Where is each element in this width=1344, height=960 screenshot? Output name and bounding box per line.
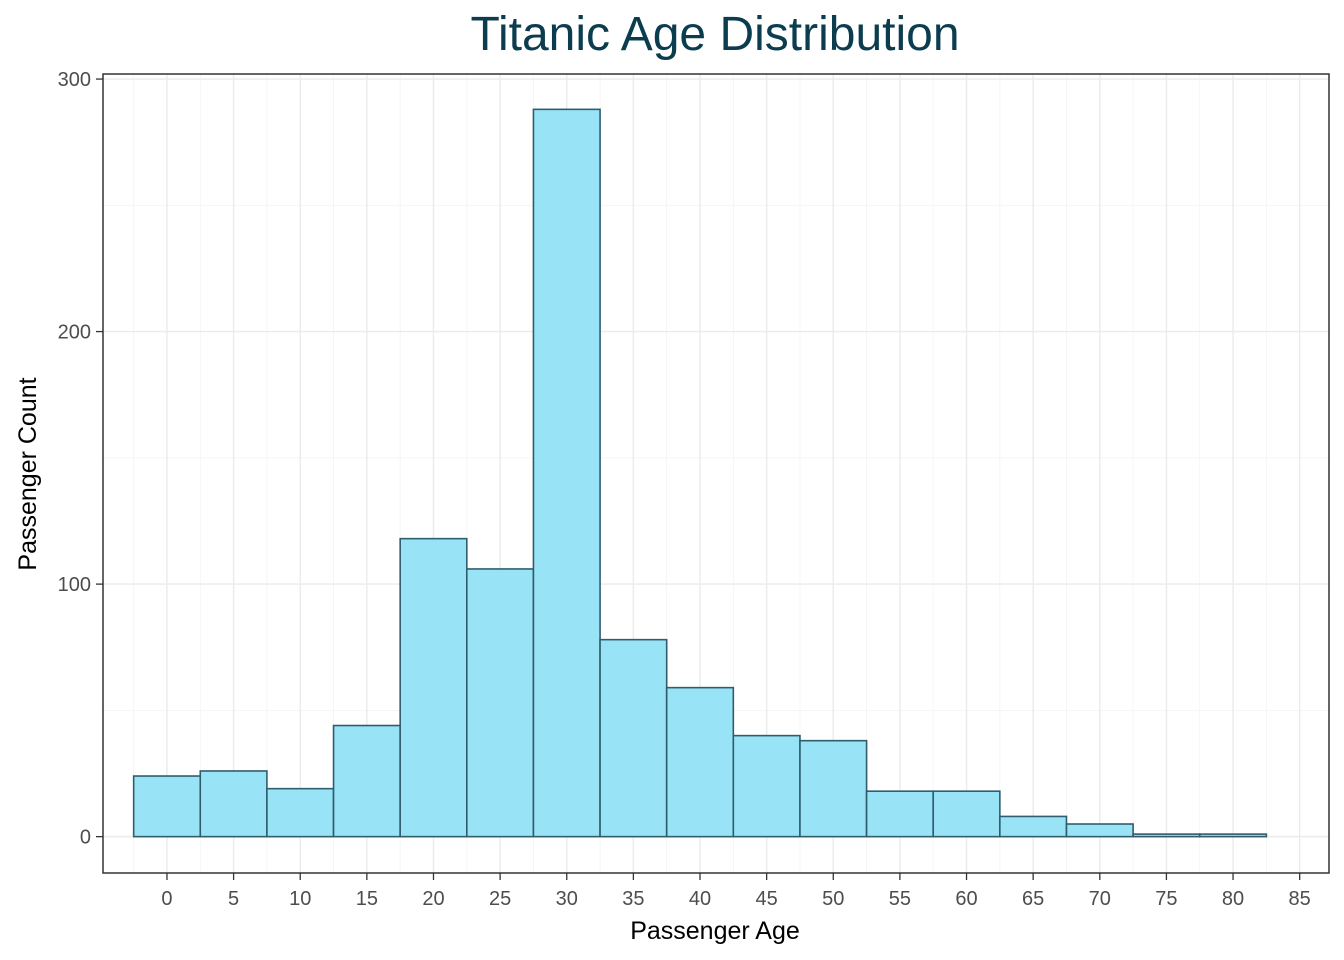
plot-panel-border bbox=[102, 73, 1330, 874]
x-axis-title: Passenger Age bbox=[630, 917, 800, 945]
histogram-bar bbox=[999, 815, 1068, 838]
histogram-bar bbox=[932, 790, 1001, 838]
histogram-bar bbox=[132, 775, 202, 838]
y-axis: 0 100 200 300 bbox=[58, 69, 103, 849]
x-tick-label: 15 bbox=[356, 888, 378, 910]
histogram-bar bbox=[266, 787, 335, 838]
x-tick-label: 70 bbox=[1089, 888, 1111, 910]
y-tick-label: 300 bbox=[58, 69, 91, 91]
x-tick-label: 65 bbox=[1022, 888, 1044, 910]
x-tick-label: 35 bbox=[622, 888, 644, 910]
histogram-bar bbox=[665, 686, 735, 838]
chart-title: Titanic Age Distribution bbox=[470, 8, 959, 61]
x-tick-label: 80 bbox=[1222, 888, 1244, 910]
y-tick-label: 100 bbox=[58, 574, 91, 596]
y-tick-label: 200 bbox=[58, 322, 91, 344]
x-tick-label: 40 bbox=[689, 888, 711, 910]
histogram-bar bbox=[1132, 833, 1201, 838]
x-tick-label: 85 bbox=[1289, 888, 1311, 910]
histogram-bar bbox=[199, 770, 268, 838]
histogram-bar bbox=[466, 568, 535, 838]
x-tick-label: 50 bbox=[822, 888, 844, 910]
x-tick-label: 75 bbox=[1155, 888, 1177, 910]
histogram-bar bbox=[599, 638, 668, 838]
y-tick-label: 0 bbox=[80, 827, 91, 849]
x-tick-label: 30 bbox=[556, 888, 578, 910]
histogram-bar bbox=[732, 734, 801, 838]
histogram-bar bbox=[865, 790, 935, 838]
x-tick-label: 20 bbox=[422, 888, 444, 910]
x-axis: 0 5 10 15 20 25 30 35 40 45 50 55 60 65 70 75 80 85 bbox=[161, 873, 1311, 910]
histogram-bar bbox=[1065, 823, 1134, 838]
histogram-bars bbox=[132, 108, 1268, 838]
x-tick-label: 5 bbox=[228, 888, 239, 910]
y-axis-title: Passenger Count bbox=[14, 377, 42, 570]
histogram-bar bbox=[532, 108, 601, 838]
x-tick-label: 10 bbox=[289, 888, 311, 910]
x-tick-label: 25 bbox=[489, 888, 511, 910]
histogram-bar bbox=[332, 724, 401, 838]
histogram-bar bbox=[1198, 833, 1268, 838]
x-tick-label: 45 bbox=[756, 888, 778, 910]
x-tick-label: 55 bbox=[889, 888, 911, 910]
histogram-bar bbox=[399, 537, 468, 838]
histogram-bar bbox=[799, 739, 868, 838]
x-tick-label: 60 bbox=[955, 888, 977, 910]
x-tick-label: 0 bbox=[161, 888, 172, 910]
